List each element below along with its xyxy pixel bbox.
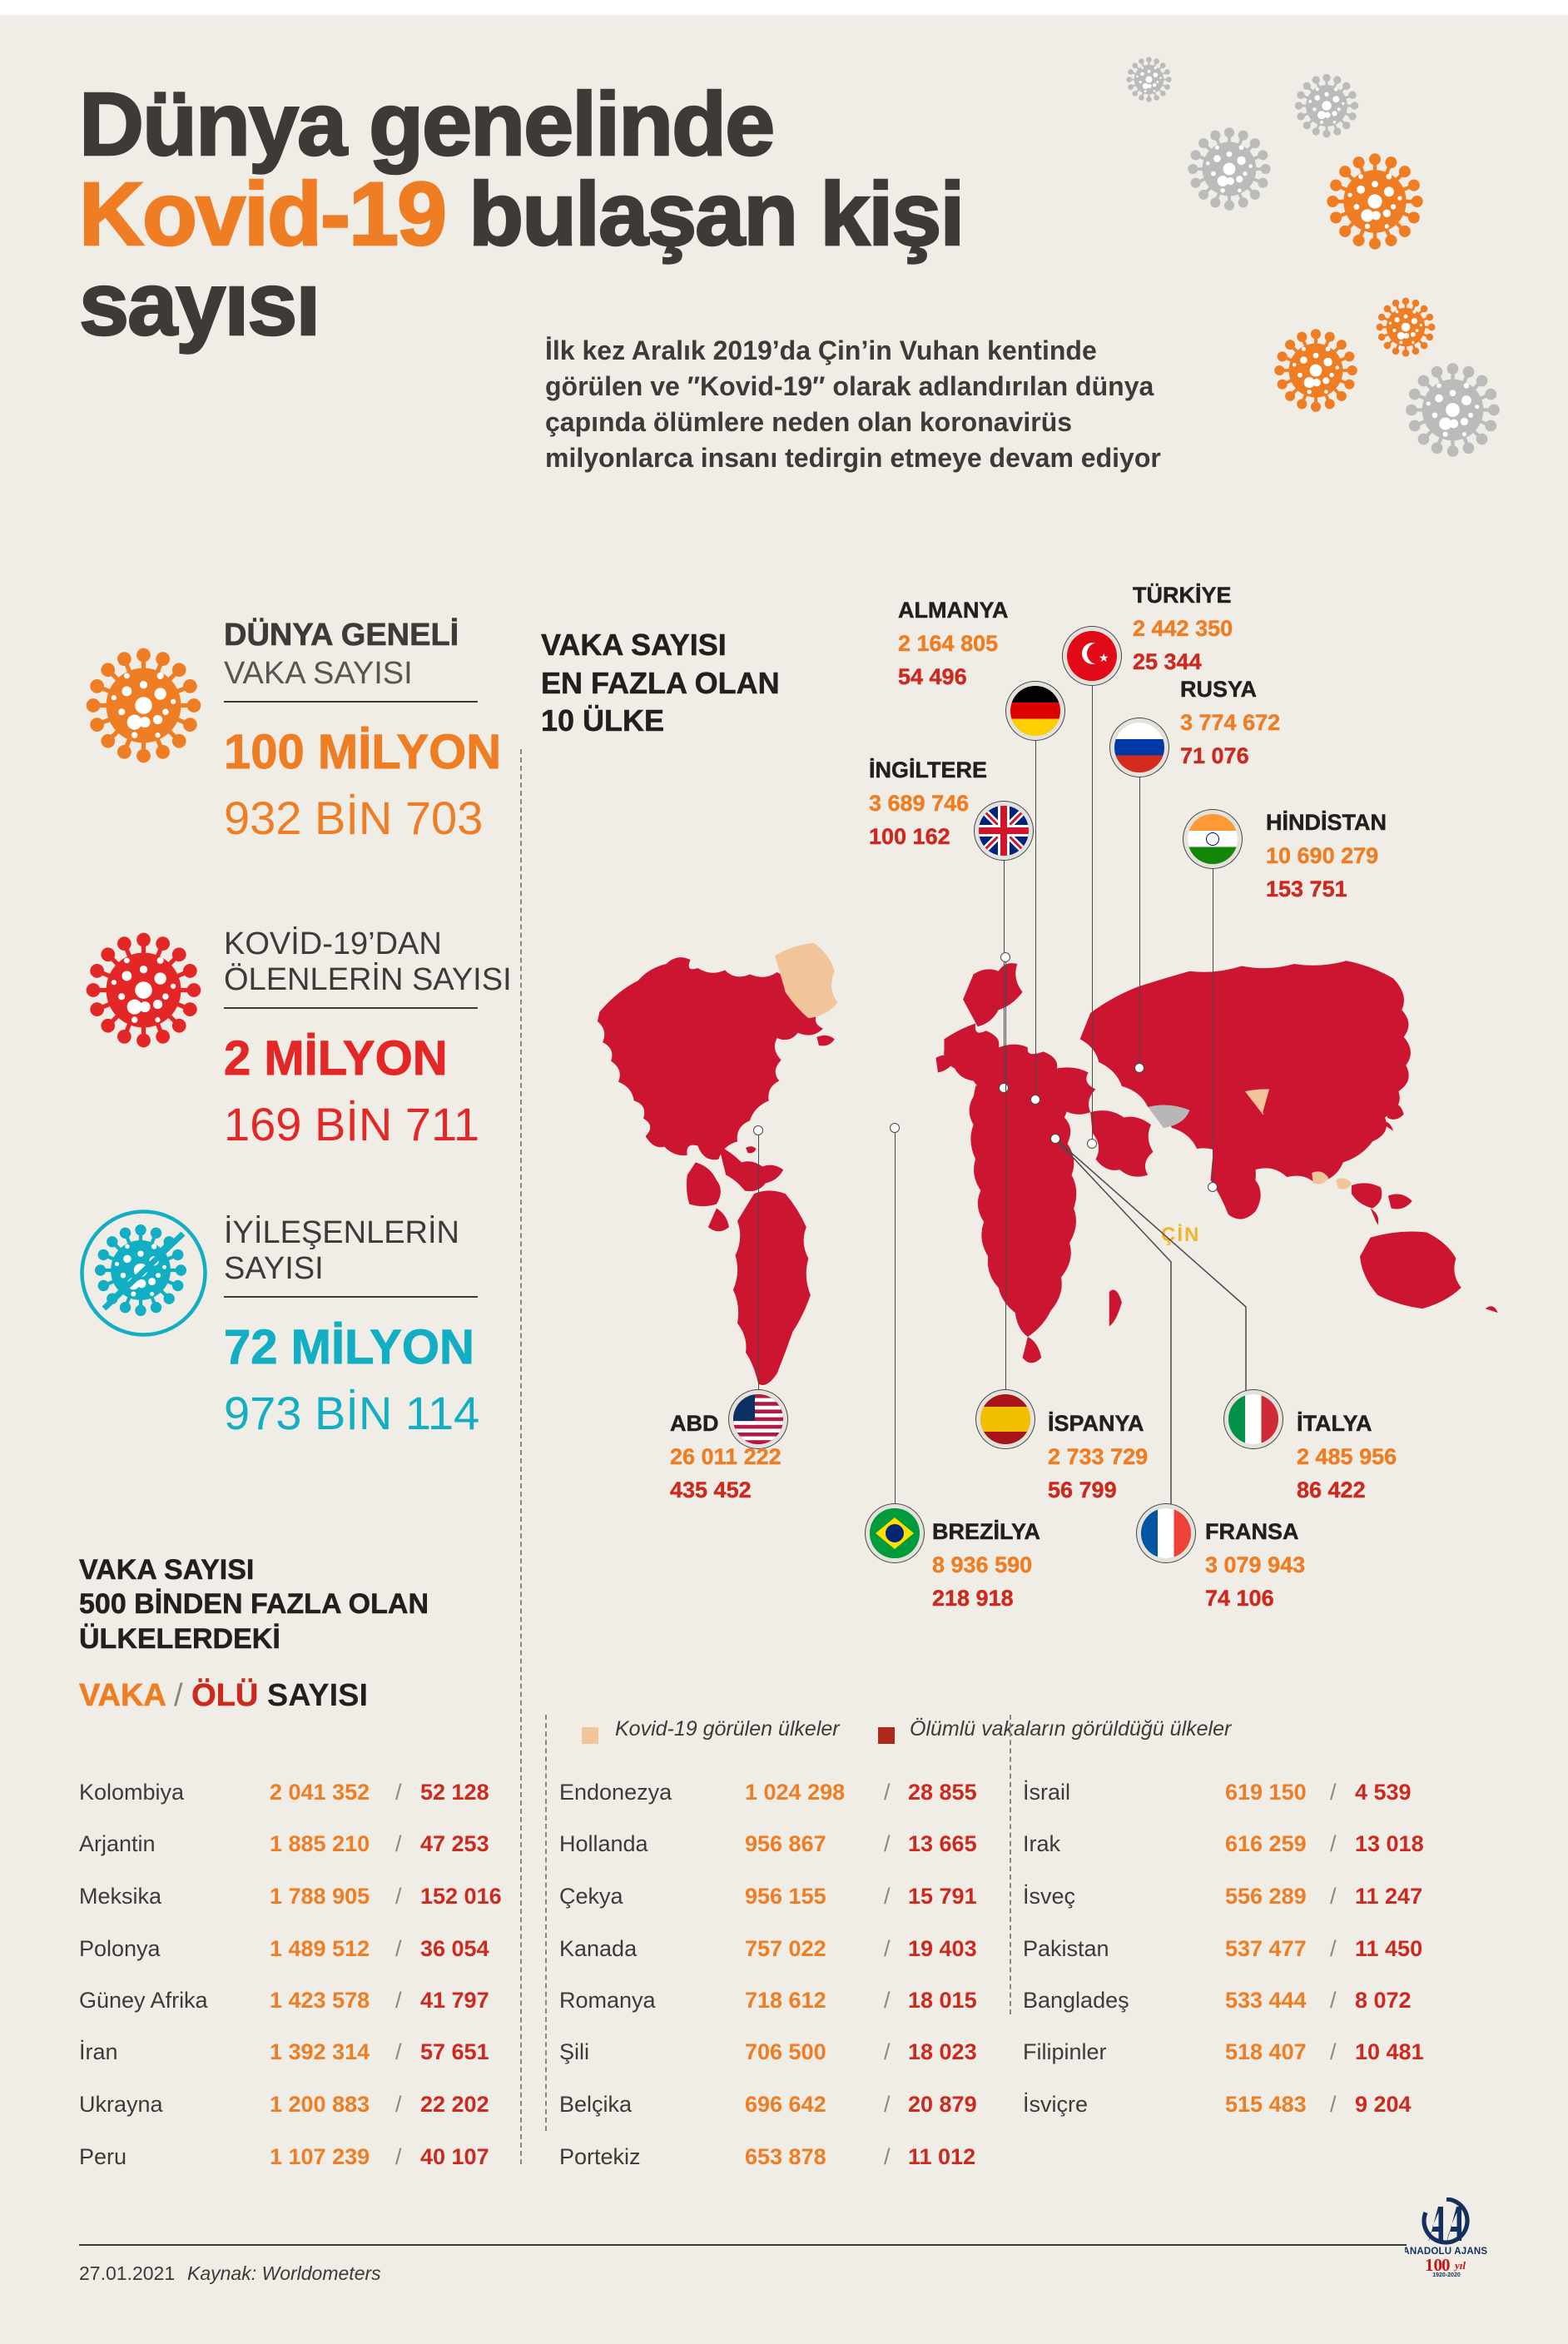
svg-text:yıl: yıl bbox=[1453, 2259, 1466, 2272]
svg-text:1920-2020: 1920-2020 bbox=[1432, 2272, 1461, 2277]
